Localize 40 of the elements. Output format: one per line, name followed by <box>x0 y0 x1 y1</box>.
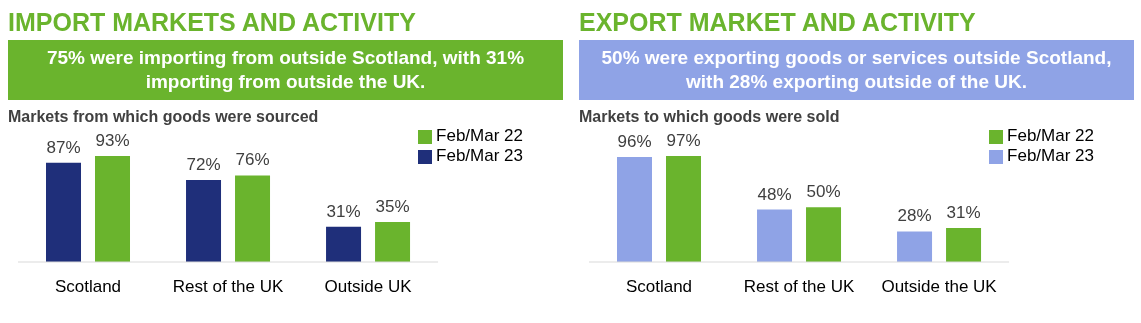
data-label: 28% <box>897 206 932 226</box>
legend-label: Feb/Mar 23 <box>436 146 523 165</box>
data-label: 87% <box>46 137 81 157</box>
text: Markets from which goods were sourced <box>8 108 320 126</box>
x-tick-label: Rest of the UK <box>172 277 284 297</box>
bar <box>666 156 701 262</box>
x-tick-label: Outside the UK <box>881 277 998 297</box>
data-label: 48% <box>757 184 792 204</box>
data-label: 76% <box>235 150 270 170</box>
bar <box>946 228 982 262</box>
x-tick-label: Outside UK <box>324 277 413 297</box>
data-label: 96% <box>617 132 652 152</box>
bar <box>95 156 130 262</box>
bar <box>375 222 411 262</box>
bar <box>46 162 81 262</box>
bar <box>806 207 842 262</box>
chart-title: EXPORT MARKET AND ACTIVITY <box>579 8 977 38</box>
chart-title: IMPORT MARKETS AND ACTIVITY <box>8 8 417 38</box>
legend-label: Feb/Mar 22 <box>436 126 523 145</box>
x-tick-label: Rest of the UK <box>743 277 855 297</box>
bar <box>617 157 652 262</box>
bar <box>235 175 271 262</box>
data-label: 50% <box>806 182 841 202</box>
chart-subtitle: 75% were importing from outside Scotland, with 31% importing from outside the UK. <box>8 40 563 100</box>
data-label: 97% <box>666 131 701 150</box>
chart-subtitle: 50% were exporting goods or services outside Scotland, with 28% exporting outside of the UK. <box>579 40 1134 100</box>
bar <box>326 226 362 262</box>
data-label: 31% <box>946 203 981 223</box>
data-label: 72% <box>186 154 221 174</box>
legend-label: Feb/Mar 22 <box>1007 126 1094 145</box>
data-label: 31% <box>326 201 361 221</box>
x-tick-label: Scotland <box>625 277 693 297</box>
data-label: 93% <box>95 131 130 150</box>
bar <box>757 209 793 262</box>
bar <box>186 179 222 262</box>
x-tick-label: Scotland <box>54 277 122 297</box>
legend-label: Feb/Mar 23 <box>1007 146 1094 165</box>
text: Markets to which goods were sold <box>579 108 841 126</box>
bar <box>897 231 933 262</box>
data-label: 35% <box>375 197 410 217</box>
